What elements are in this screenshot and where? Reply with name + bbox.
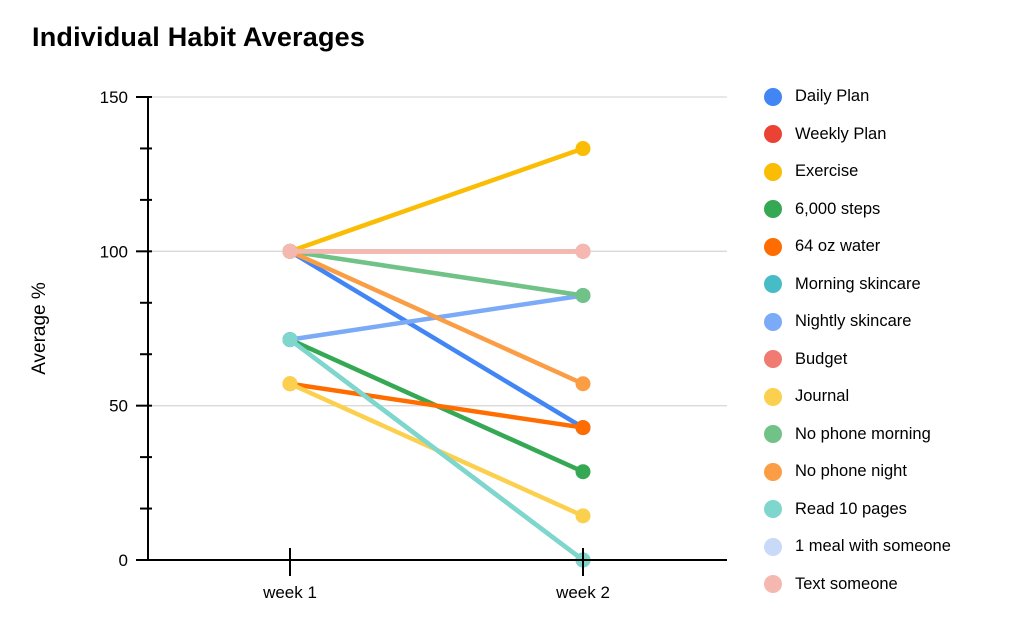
legend-swatch-icon: [764, 162, 782, 181]
legend-label: Daily Plan: [795, 87, 870, 106]
legend-label: 1 meal with someone: [795, 537, 951, 556]
legend-swatch-icon: [764, 125, 782, 144]
legend-label: 6,000 steps: [795, 199, 881, 218]
legend-label: Text someone: [795, 574, 898, 593]
x-tick-label: week 1: [262, 583, 317, 602]
legend-label: Read 10 pages: [795, 499, 907, 518]
legend-label: Journal: [795, 387, 850, 406]
y-tick-label: 50: [109, 397, 128, 416]
legend-swatch-icon: [764, 312, 782, 331]
series-point: [282, 243, 298, 259]
legend-item: Daily Plan: [764, 78, 951, 116]
series-line: [287, 249, 586, 430]
legend-item: No phone night: [764, 453, 951, 491]
legend-swatch-icon: [764, 350, 782, 369]
x-tick-label: week 2: [555, 583, 610, 602]
y-tick-label: 0: [119, 551, 128, 570]
legend-item: Nightly skincare: [764, 303, 951, 341]
legend-item: Exercise: [764, 153, 951, 191]
series-point: [575, 376, 591, 392]
legend-label: Morning skincare: [795, 274, 921, 293]
legend-swatch-icon: [764, 537, 782, 556]
legend-item: Journal: [764, 378, 951, 416]
series-point: [575, 420, 591, 436]
legend-swatch-icon: [764, 462, 782, 481]
legend: Daily Plan Weekly Plan Exercise 6,000 steps…: [764, 78, 951, 603]
series-line: [287, 249, 586, 298]
y-tick-label: 100: [100, 242, 128, 261]
legend-item: No phone morning: [764, 416, 951, 454]
legend-swatch-icon: [764, 500, 782, 519]
legend-item: Read 10 pages: [764, 491, 951, 529]
legend-item: Weekly Plan: [764, 116, 951, 154]
series-point: [282, 376, 298, 392]
legend-item: Morning skincare: [764, 266, 951, 304]
legend-label: Weekly Plan: [795, 124, 887, 143]
series-point: [575, 464, 591, 480]
legend-swatch-icon: [764, 575, 782, 594]
legend-label: 64 oz water: [795, 237, 881, 256]
legend-label: No phone morning: [795, 424, 931, 443]
legend-swatch-icon: [764, 237, 782, 256]
series-line: [287, 146, 586, 254]
legend-swatch-icon: [764, 200, 782, 219]
series-line: [287, 337, 586, 563]
y-tick-label: 150: [100, 88, 128, 107]
legend-swatch-icon: [764, 275, 782, 294]
series-point: [575, 508, 591, 524]
legend-item: 1 meal with someone: [764, 528, 951, 566]
y-axis-title: Average %: [29, 282, 50, 375]
legend-label: Nightly skincare: [795, 312, 912, 331]
legend-item: 64 oz water: [764, 228, 951, 266]
series-line: [287, 381, 586, 430]
legend-label: No phone night: [795, 462, 907, 481]
legend-item: Text someone: [764, 566, 951, 604]
series-point: [282, 332, 298, 348]
legend-item: Budget: [764, 341, 951, 379]
series-point: [575, 141, 591, 157]
legend-label: Exercise: [795, 162, 859, 181]
legend-label: Budget: [795, 349, 848, 368]
series-point: [575, 287, 591, 303]
series-line: [287, 249, 586, 387]
series-point: [575, 243, 591, 259]
legend-swatch-icon: [764, 387, 782, 406]
legend-swatch-icon: [764, 425, 782, 444]
legend-swatch-icon: [764, 87, 782, 106]
chart-title: Individual Habit Averages: [32, 22, 366, 52]
legend-item: 6,000 steps: [764, 191, 951, 229]
